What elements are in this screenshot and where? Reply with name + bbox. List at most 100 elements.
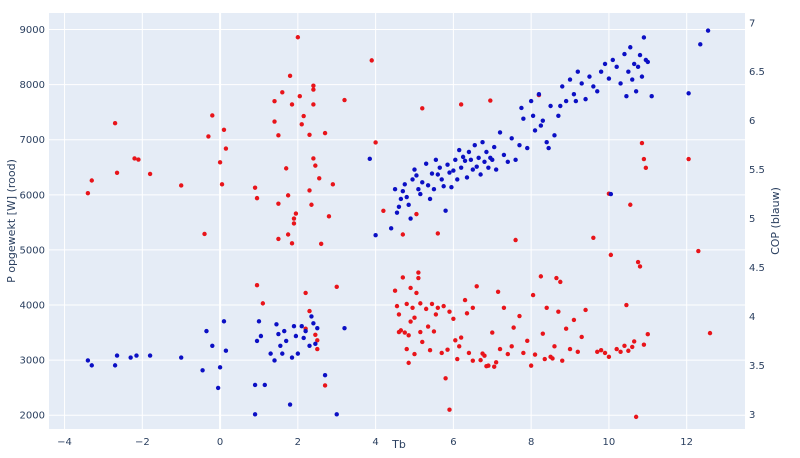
red-data-point <box>544 305 549 310</box>
blue-data-point <box>478 172 483 177</box>
blue-data-point <box>223 348 229 353</box>
blue-data-point <box>217 365 223 370</box>
blue-data-point <box>546 145 551 151</box>
right-y-axis-title: COP (blauw) <box>769 187 782 255</box>
blue-data-point <box>548 103 553 109</box>
red-data-point <box>315 338 320 343</box>
blue-data-point <box>626 69 631 74</box>
blue-data-point <box>476 155 481 161</box>
red-data-point <box>311 156 316 161</box>
red-data-point <box>318 241 324 247</box>
blue-data-point <box>322 372 328 378</box>
red-data-point <box>425 324 431 329</box>
red-data-point <box>525 338 530 344</box>
blue-data-point <box>513 157 518 163</box>
red-data-point <box>447 309 452 314</box>
red-data-point <box>315 346 320 352</box>
red-data-point <box>373 140 378 145</box>
blue-data-point <box>252 412 258 417</box>
red-data-point <box>645 332 650 337</box>
blue-data-point <box>435 172 441 177</box>
red-data-point <box>530 292 536 298</box>
red-data-point <box>285 193 291 198</box>
blue-data-point <box>587 74 592 79</box>
blue-data-point <box>493 167 499 172</box>
blue-data-point <box>540 118 546 123</box>
blue-data-point <box>614 64 619 70</box>
blue-data-point <box>334 412 339 417</box>
red-data-point <box>583 307 588 313</box>
blue-data-point <box>388 226 394 231</box>
blue-data-point <box>301 335 306 341</box>
blue-data-point <box>134 353 139 358</box>
red-data-point <box>552 344 557 349</box>
red-data-point <box>297 94 302 99</box>
red-data-point <box>458 335 464 340</box>
red-data-point <box>326 214 332 219</box>
blue-data-point <box>686 91 691 96</box>
blue-data-point <box>645 59 650 65</box>
red-data-point <box>307 188 312 193</box>
left-y-tick-label: 2000 <box>20 411 45 422</box>
red-data-point <box>579 334 584 340</box>
red-data-point <box>291 221 297 226</box>
red-data-point <box>254 282 260 288</box>
blue-data-point <box>705 28 711 33</box>
red-data-point <box>626 348 631 353</box>
red-data-point <box>147 171 153 177</box>
red-data-point <box>614 346 619 352</box>
x-tick-label: −2 <box>135 437 150 448</box>
red-data-point <box>402 330 407 335</box>
red-data-point <box>313 163 318 168</box>
blue-data-point <box>278 343 283 348</box>
blue-data-point <box>595 89 600 94</box>
red-data-point <box>418 301 423 306</box>
blue-data-point <box>283 338 289 344</box>
blue-data-point <box>128 355 133 360</box>
red-data-point <box>511 325 516 330</box>
blue-data-point <box>618 81 623 86</box>
red-data-point <box>313 332 318 337</box>
red-data-point <box>303 290 308 296</box>
blue-data-point <box>573 98 579 104</box>
red-data-point <box>307 308 312 314</box>
red-data-point <box>482 353 487 358</box>
red-data-point <box>408 319 413 324</box>
blue-data-point <box>544 140 549 145</box>
blue-data-point <box>470 167 476 172</box>
right-y-tick-label: 6 <box>749 116 755 127</box>
grid-lines <box>49 13 745 429</box>
red-data-point <box>307 132 312 137</box>
blue-data-point <box>628 45 633 50</box>
blue-data-point <box>204 328 209 334</box>
right-y-tick-label: 3 <box>749 410 755 421</box>
left-y-tick-label: 9000 <box>20 25 45 36</box>
red-data-point <box>254 195 260 201</box>
blue-series-points <box>85 28 711 417</box>
red-data-point <box>221 127 227 133</box>
red-data-point <box>521 350 526 356</box>
red-data-point <box>528 363 534 368</box>
blue-data-point <box>472 142 477 148</box>
red-data-point <box>567 346 573 352</box>
blue-data-point <box>451 168 456 173</box>
blue-data-point <box>538 123 544 128</box>
blue-data-point <box>458 165 464 170</box>
blue-data-point <box>490 157 495 163</box>
red-data-point <box>488 98 493 103</box>
x-axis-ticks: −4 −2 0 2 4 6 8 10 12 <box>57 437 693 448</box>
red-data-point <box>532 352 538 357</box>
blue-data-point <box>200 368 205 373</box>
red-data-point <box>643 165 649 171</box>
blue-data-point <box>482 159 487 164</box>
blue-data-point <box>85 358 91 363</box>
blue-data-point <box>315 325 320 331</box>
red-data-point <box>686 156 691 162</box>
red-data-point <box>431 329 437 334</box>
red-data-point <box>301 113 306 119</box>
blue-data-point <box>509 136 514 141</box>
red-data-point <box>398 328 404 333</box>
blue-data-point <box>445 162 450 167</box>
blue-data-point <box>453 157 458 163</box>
red-data-point <box>439 350 444 356</box>
